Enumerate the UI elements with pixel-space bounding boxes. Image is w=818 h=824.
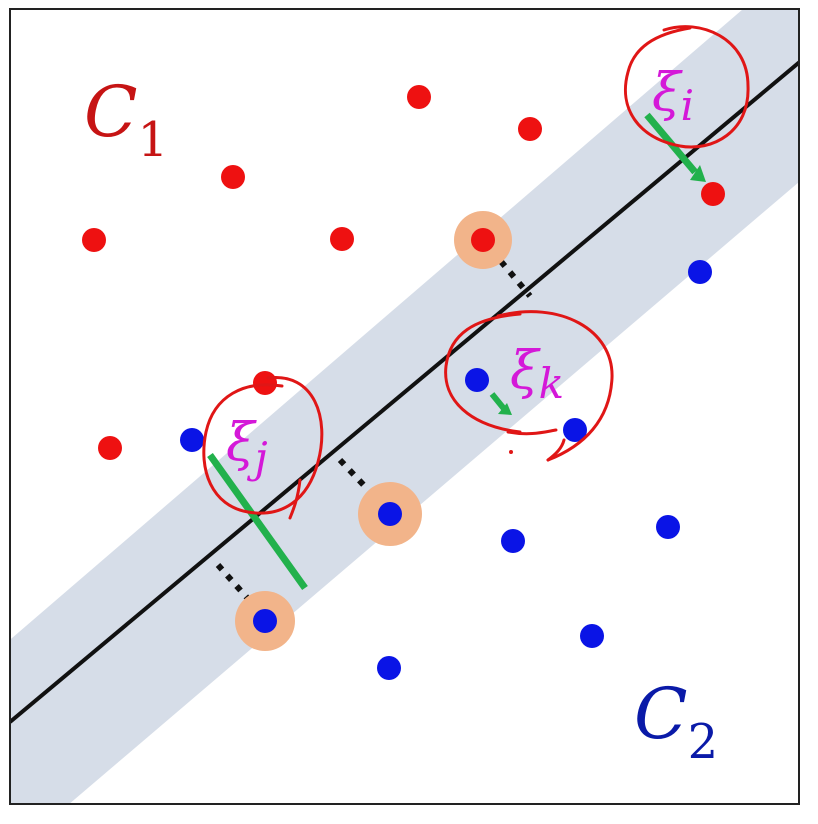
class2-point	[378, 502, 402, 526]
annotation-dot	[509, 450, 513, 454]
slack-label-j: ξj	[226, 413, 268, 482]
class1-point	[701, 182, 725, 206]
class1-point	[253, 371, 277, 395]
class2-point	[656, 515, 680, 539]
class1-point	[221, 165, 245, 189]
class2-point	[465, 368, 489, 392]
class2-point	[501, 529, 525, 553]
class1-point	[518, 117, 542, 141]
class2-label: C2	[634, 673, 718, 770]
class2-point	[377, 656, 401, 680]
class2-point	[580, 624, 604, 648]
class2-point	[180, 428, 204, 452]
class2-point	[253, 609, 277, 633]
class2-point	[688, 260, 712, 284]
class1-point	[98, 436, 122, 460]
class1-point	[471, 228, 495, 252]
class1-label: C1	[84, 71, 168, 168]
class1-point	[407, 85, 431, 109]
class1-point	[330, 227, 354, 251]
class1-point	[82, 228, 106, 252]
